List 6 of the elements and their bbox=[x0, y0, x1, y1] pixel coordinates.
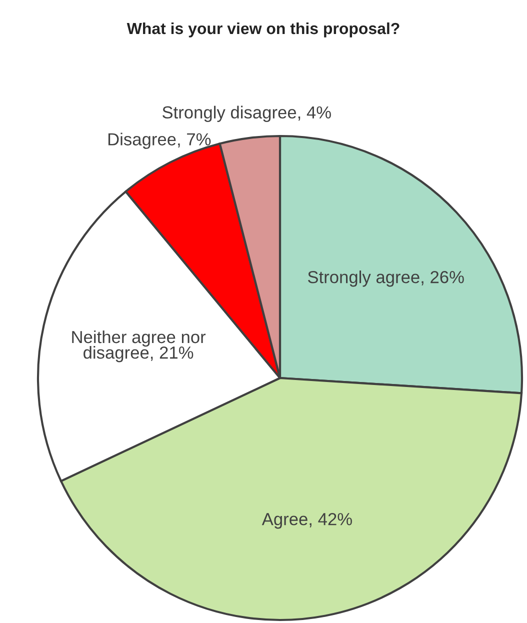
slice-label: Agree, 42% bbox=[262, 512, 352, 529]
slice-label: Strongly agree, 26% bbox=[308, 270, 464, 287]
slice-label: Disagree, 7% bbox=[108, 132, 211, 149]
slice-label: Strongly disagree, 4% bbox=[162, 106, 331, 122]
slice-label: Neither agree nor disagree, 21% bbox=[72, 330, 206, 362]
chart-title: What is your view on this proposal? bbox=[126, 22, 400, 38]
